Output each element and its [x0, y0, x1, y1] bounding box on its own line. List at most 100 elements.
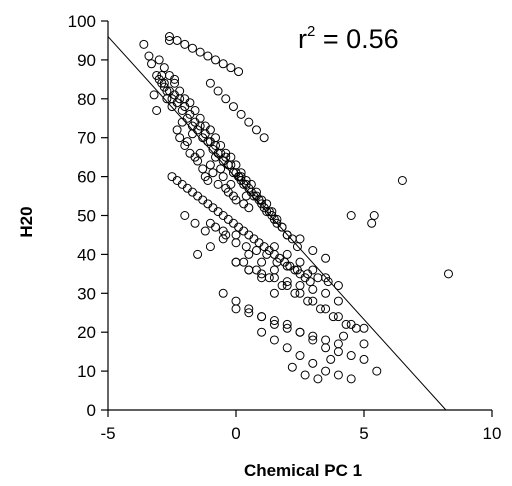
data-point	[313, 273, 323, 283]
y-tick-label: 40	[77, 245, 96, 264]
data-point	[251, 125, 261, 135]
data-point	[346, 374, 356, 384]
data-point	[203, 175, 213, 185]
data-point	[341, 319, 351, 329]
data-point	[244, 230, 254, 240]
data-point	[190, 218, 200, 228]
y-tick-label: 70	[77, 129, 96, 148]
data-point	[308, 296, 318, 306]
data-point	[221, 94, 231, 104]
data-point	[231, 160, 241, 170]
data-point	[218, 288, 228, 298]
data-point	[267, 207, 277, 217]
x-tick-label: 5	[359, 424, 368, 443]
data-point	[326, 354, 336, 364]
data-point	[221, 152, 231, 162]
r-squared-sup: 2	[307, 23, 315, 40]
x-axis-title: Chemical PC 1	[244, 461, 362, 480]
data-point	[170, 78, 180, 88]
data-point	[282, 319, 292, 329]
data-point	[223, 214, 233, 224]
data-point	[239, 226, 249, 236]
data-point	[295, 327, 305, 337]
data-point	[231, 230, 241, 240]
data-point	[231, 304, 241, 314]
data-point	[187, 187, 197, 197]
data-point	[282, 261, 292, 271]
data-point	[175, 133, 185, 143]
data-point	[259, 242, 269, 252]
data-point	[203, 199, 213, 209]
data-point	[149, 90, 159, 100]
data-point	[290, 288, 300, 298]
data-point	[180, 39, 190, 49]
data-point	[205, 78, 215, 88]
data-point	[328, 312, 338, 322]
data-point	[198, 164, 208, 174]
y-axis: 0 10 20 30 40 50 60 70 80 90 100	[68, 12, 109, 420]
data-point	[287, 234, 297, 244]
data-point	[308, 284, 318, 294]
data-point	[193, 249, 203, 259]
data-point	[205, 242, 215, 252]
data-point	[359, 354, 369, 364]
data-point	[321, 253, 331, 263]
data-point	[190, 105, 200, 115]
data-point	[239, 257, 249, 267]
data-point	[193, 156, 203, 166]
data-point	[295, 281, 305, 291]
data-point	[226, 63, 236, 73]
data-point	[172, 35, 182, 45]
data-point	[321, 343, 331, 353]
data-point	[162, 86, 172, 96]
data-point	[200, 226, 210, 236]
y-tick-label: 80	[77, 90, 96, 109]
y-tick-label: 60	[77, 168, 96, 187]
data-point	[272, 257, 282, 267]
data-point	[244, 304, 254, 314]
data-point	[239, 199, 249, 209]
data-point	[167, 172, 177, 182]
data-point	[333, 281, 343, 291]
data-point	[244, 203, 254, 213]
data-point	[359, 339, 369, 349]
data-point	[333, 347, 343, 357]
data-point	[292, 265, 302, 275]
data-point	[333, 339, 343, 349]
data-point	[397, 175, 407, 185]
data-point	[269, 288, 279, 298]
data-point	[172, 175, 182, 185]
data-point	[226, 152, 236, 162]
data-point	[262, 199, 272, 209]
y-tick-label: 100	[68, 12, 96, 31]
data-point	[193, 191, 203, 201]
data-point	[282, 249, 292, 259]
data-point	[295, 351, 305, 361]
data-point	[257, 257, 267, 267]
data-point	[231, 257, 241, 267]
data-point	[251, 187, 261, 197]
data-point	[234, 222, 244, 232]
data-point	[182, 183, 192, 193]
data-point	[300, 370, 310, 380]
data-point	[339, 331, 349, 341]
data-point	[251, 246, 261, 256]
data-point	[211, 222, 221, 232]
data-point	[333, 370, 343, 380]
data-point	[177, 179, 187, 189]
data-point	[218, 172, 228, 182]
data-point	[205, 218, 215, 228]
data-point	[213, 207, 223, 217]
data-point	[172, 125, 182, 135]
data-point	[346, 351, 356, 361]
data-point	[321, 304, 331, 314]
data-point	[269, 316, 279, 326]
data-point	[152, 105, 162, 115]
data-points	[139, 32, 453, 384]
x-tick-label: -5	[100, 424, 115, 443]
data-point	[195, 47, 205, 57]
data-point	[292, 242, 302, 252]
data-point	[259, 133, 269, 143]
x-tick-label: 0	[231, 424, 240, 443]
